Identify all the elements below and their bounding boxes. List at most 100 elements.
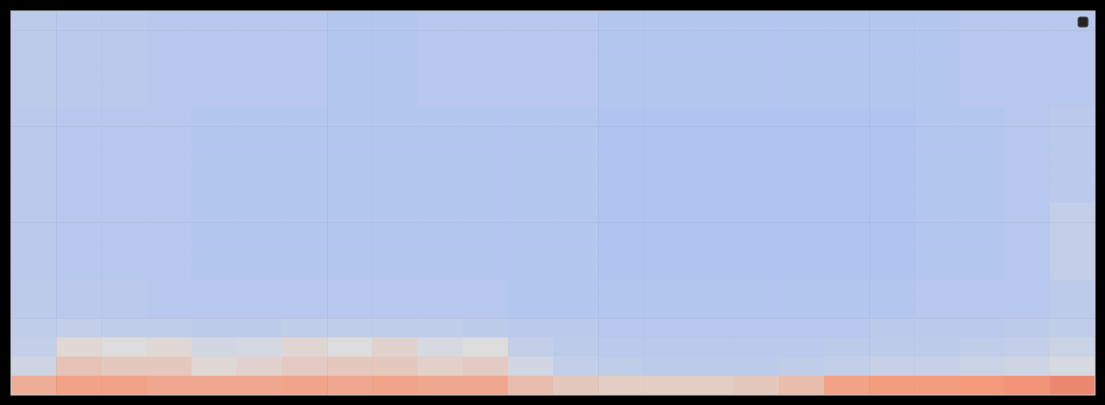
heatmap-cell [192,145,238,165]
heatmap-cell [418,11,464,31]
heatmap-cell [734,107,780,127]
heatmap-cell [192,261,238,281]
heatmap-cell [508,88,554,108]
heatmap-cell [147,49,193,69]
heatmap-cell [779,241,825,261]
heatmap-cell [914,69,960,89]
heatmap-cell [1005,337,1051,357]
heatmap-cell [869,280,915,300]
heatmap-cell [463,11,509,31]
heatmap-cell [192,318,238,338]
heatmap-cell [643,376,689,395]
heatmap-cell [372,49,418,69]
heatmap-cell [1050,69,1095,89]
heatmap-cell [734,30,780,50]
heatmap-cell [192,88,238,108]
heatmap-cell [372,69,418,89]
heatmap-cell [779,30,825,50]
heatmap-cell [689,145,735,165]
heatmap-cell [914,357,960,377]
heatmap-cell [869,184,915,204]
heatmap-cell [824,145,870,165]
heatmap-cell [734,69,780,89]
heatmap-cell [1050,49,1095,69]
heatmap-cell [282,280,328,300]
heatmap-cell [643,165,689,185]
heatmap-cell [869,11,915,31]
heatmap-cell [237,145,283,165]
heatmap-cell [598,49,644,69]
heatmap-cell [824,222,870,242]
heatmap-cell [734,318,780,338]
heatmap-cell [779,49,825,69]
corner-marker [1078,17,1088,27]
heatmap-cell [237,69,283,89]
heatmap-cell [553,337,599,357]
heatmap-cell [192,11,238,31]
heatmap-cell [869,30,915,50]
heatmap-cell [914,126,960,146]
heatmap-cell [11,69,57,89]
heatmap-cell [237,357,283,377]
heatmap-cell [237,11,283,31]
heatmap-cell [1050,241,1095,261]
heatmap-cell [643,145,689,165]
heatmap-cell [1005,107,1051,127]
heatmap-cell [56,376,102,395]
plot-frame [11,11,1095,395]
heatmap-cell [1005,184,1051,204]
heatmap-cell [1050,280,1095,300]
heatmap-cell [101,184,147,204]
heatmap-cell [779,107,825,127]
heatmap-cell [11,241,57,261]
heatmap-cell [282,107,328,127]
heatmap-cell [598,318,644,338]
heatmap-cell [508,165,554,185]
heatmap-cell [237,241,283,261]
heatmap-cell [1050,30,1095,50]
heatmap-cell [869,145,915,165]
heatmap-cell [147,299,193,319]
heatmap-cell [147,222,193,242]
heatmap-cell [689,30,735,50]
heatmap-cell [734,280,780,300]
heatmap-cell [869,203,915,223]
heatmap-cell [643,280,689,300]
heatmap-cell [1005,299,1051,319]
heatmap-cell [643,107,689,127]
heatmap-cell [56,184,102,204]
heatmap-cell [824,376,870,395]
heatmap-cell [101,203,147,223]
heatmap-cell [192,126,238,146]
heatmap-cell [824,165,870,185]
heatmap-cell [824,69,870,89]
heatmap-cell [779,280,825,300]
heatmap-cell [1050,11,1095,31]
heatmap-cell [1005,165,1051,185]
heatmap-cell [508,299,554,319]
heatmap-cell [689,280,735,300]
heatmap-cell [327,203,373,223]
heatmap-cell [147,203,193,223]
heatmap-cell [282,49,328,69]
heatmap-cell [11,261,57,281]
heatmap-cell [101,11,147,31]
heatmap-cell [960,165,1006,185]
heatmap-cell [824,203,870,223]
heatmap-cell [463,30,509,50]
heatmap-cell [734,88,780,108]
heatmap-cell [689,11,735,31]
heatmap-cell [418,337,464,357]
heatmap-cell [11,88,57,108]
heatmap-cell [734,299,780,319]
heatmap-cell [553,11,599,31]
heatmap-cell [598,11,644,31]
heatmap-cell [147,126,193,146]
heatmap-cell [1050,357,1095,377]
heatmap-cell [689,261,735,281]
heatmap-cell [689,165,735,185]
heatmap-cell [11,280,57,300]
heatmap-cell [960,184,1006,204]
heatmap-cell [1050,299,1095,319]
heatmap-cell [598,126,644,146]
